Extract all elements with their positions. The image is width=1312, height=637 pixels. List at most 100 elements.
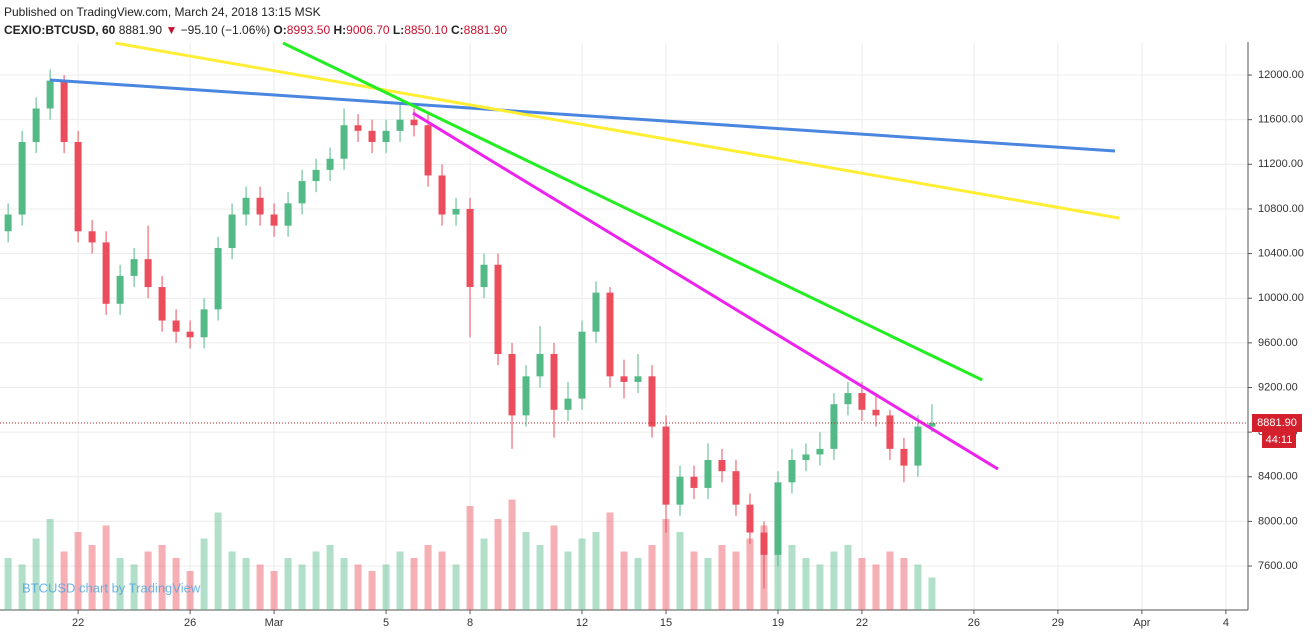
volume-bar: [732, 551, 740, 610]
volume-bar: [284, 558, 292, 610]
trend-line: [282, 42, 983, 382]
x-tick-label: 8: [467, 617, 473, 629]
candle-body: [550, 354, 558, 410]
x-tick-label: Mar: [265, 617, 284, 629]
volume-bar: [774, 499, 782, 610]
candle-body: [914, 426, 922, 466]
candle-body: [4, 214, 12, 232]
trend-line: [412, 111, 999, 471]
y-tick-label: 10800.00: [1258, 203, 1304, 215]
candle-body: [522, 376, 530, 416]
volume-bar: [690, 551, 698, 610]
close-label: C:: [450, 23, 464, 37]
candle-body: [284, 203, 292, 226]
candle-body: [452, 208, 460, 215]
candle-body: [830, 404, 838, 449]
candle-body: [844, 393, 852, 405]
volume-bar: [88, 545, 96, 610]
candle-body: [270, 214, 278, 226]
candle-body: [704, 460, 712, 488]
candle-body: [102, 242, 110, 304]
volume-bar: [844, 545, 852, 610]
plot-area: [4, 42, 1120, 610]
y-tick-label: 9600.00: [1258, 337, 1298, 349]
candle-body: [690, 476, 698, 488]
down-arrow: ▼: [165, 23, 178, 37]
volume-bar: [788, 545, 796, 610]
candle-body: [620, 376, 628, 382]
countdown-box: [1262, 431, 1296, 448]
volume-bar: [130, 564, 138, 610]
candle-body: [746, 504, 754, 533]
candle-body: [326, 158, 334, 170]
volume-bar: [270, 571, 278, 610]
volume-bar: [676, 532, 684, 610]
candle-body: [648, 376, 656, 427]
volume-bar: [424, 545, 432, 610]
trend-line: [50, 78, 1116, 153]
volume-bar: [648, 545, 656, 610]
x-tick-label: 29: [1052, 617, 1064, 629]
volume-bar: [326, 545, 334, 610]
trend-line: [114, 42, 1120, 220]
volume-bar: [704, 558, 712, 610]
volume-bar: [32, 538, 40, 610]
x-tick-label: 22: [856, 617, 868, 629]
volume-bar: [158, 545, 166, 610]
volume-bar: [60, 551, 68, 610]
y-tick-label: 11200.00: [1258, 158, 1303, 170]
volume-bar: [606, 512, 614, 610]
price-label-box: [1252, 413, 1302, 432]
y-tick-label: 7600.00: [1258, 560, 1298, 572]
volume-bar: [522, 532, 530, 610]
volume-bar: [550, 525, 558, 610]
candle-body: [634, 376, 642, 382]
volume-bar: [592, 532, 600, 610]
volume-bar: [858, 558, 866, 610]
candle-body: [298, 181, 306, 204]
candle-body: [466, 208, 474, 288]
volume-bar: [382, 564, 390, 610]
candle-body: [130, 259, 138, 276]
candle-body: [858, 393, 866, 410]
volume-bar: [4, 558, 12, 610]
candle-body: [312, 169, 320, 182]
volume-bar: [620, 551, 628, 610]
candle-body: [438, 175, 446, 215]
candle-body: [424, 125, 432, 176]
candle-body: [662, 426, 670, 505]
volume-bar: [508, 499, 516, 610]
open: 8993.50: [286, 23, 331, 37]
x-tick-label: 5: [383, 617, 389, 629]
volume-bar: [46, 519, 54, 610]
candle-body: [396, 119, 404, 131]
x-tick-label: 4: [1223, 617, 1229, 629]
candle-body: [774, 482, 782, 555]
volume-bar: [872, 564, 880, 610]
candle-body: [760, 532, 768, 555]
x-tick-label: 26: [184, 617, 196, 629]
volume-bar: [354, 564, 362, 610]
high: 9006.70: [346, 23, 390, 37]
y-tick-label: 8000.00: [1258, 515, 1298, 527]
symbol: CEXIO:BTCUSD, 60: [4, 23, 116, 37]
candle-body: [410, 119, 418, 126]
volume-bar: [928, 577, 936, 610]
candle-body: [256, 197, 264, 215]
volume-bar: [480, 538, 488, 610]
volume-bar: [18, 564, 26, 610]
low: 8850.10: [404, 23, 448, 37]
volume-bar: [340, 558, 348, 610]
volume-bar: [466, 506, 474, 610]
candle-body: [158, 287, 166, 321]
high-label: H:: [333, 23, 347, 37]
x-tick-label: 12: [576, 617, 588, 629]
close: 8881.90: [463, 23, 508, 37]
candle-body: [214, 247, 222, 310]
candle-body: [32, 108, 40, 142]
candle-body: [508, 354, 516, 416]
candle-body: [354, 125, 362, 131]
candle-body: [578, 331, 586, 399]
volume-bar: [228, 551, 236, 610]
